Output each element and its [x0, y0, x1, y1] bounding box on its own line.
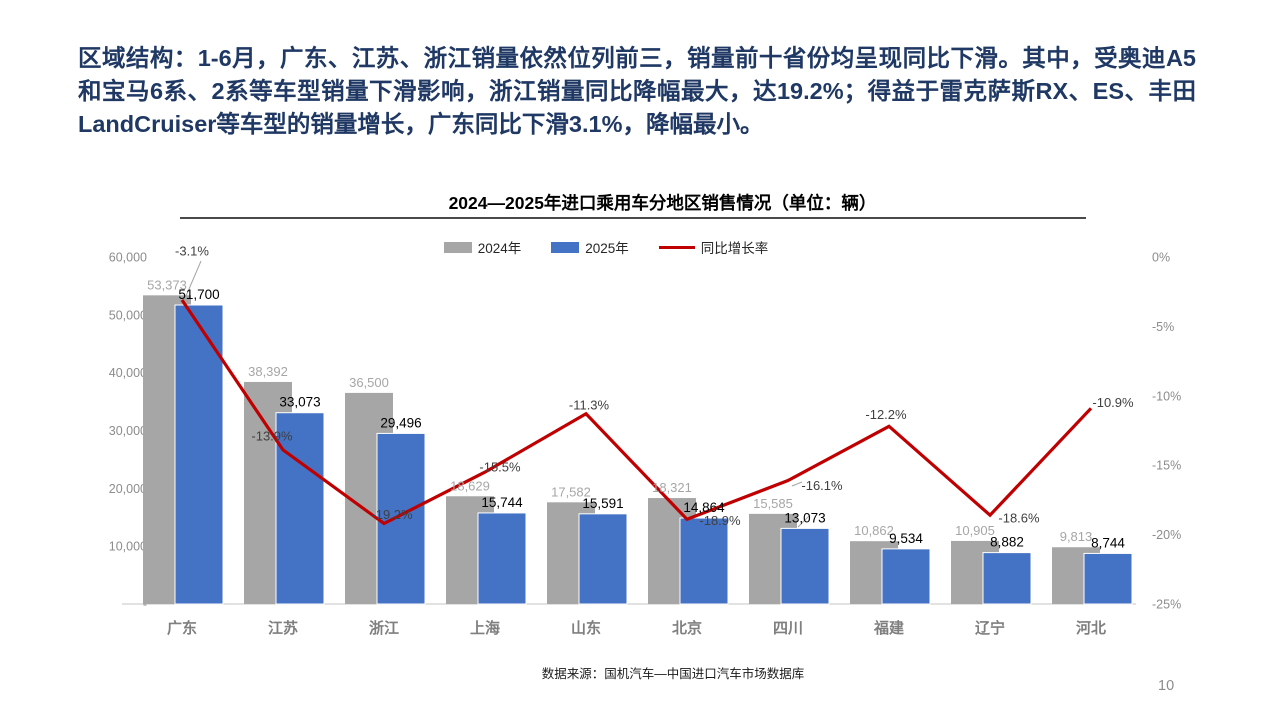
chart-title: 2024—2025年进口乘用车分地区销售情况（单位：辆） [448, 193, 877, 213]
leader-line-2 [791, 481, 803, 487]
bar-2025-北京 [679, 517, 729, 605]
y2-axis-tick-0: 0% [1152, 251, 1170, 265]
slide-summary-text: 区域结构：1-6月，广东、江苏、浙江销量依然位列前三，销量前十省份均呈现同比下滑… [78, 45, 1196, 137]
growth-label-北京: -18.9% [699, 513, 741, 528]
y-axis-tick-0: 60,000 [109, 251, 147, 265]
bar-2025-山东 [578, 513, 628, 605]
growth-label-浙江: -19.2% [371, 507, 413, 522]
growth-label-辽宁: -18.6% [998, 511, 1040, 526]
category-label-9: 河北 [1076, 619, 1106, 637]
category-label-4: 山东 [571, 619, 601, 637]
y2-axis-tick-4: -20% [1152, 528, 1181, 542]
chart-legend: 2024年 2025年 同比增长率 [0, 237, 1212, 257]
legend-label-growth: 同比增长率 [700, 241, 769, 256]
y-axis-tick-4: 20,000 [109, 482, 147, 496]
category-label-0: 广东 [167, 619, 197, 637]
bar-2025-广东 [174, 304, 224, 605]
value-label-2024-江苏: 38,392 [248, 364, 288, 379]
growth-rate-line [180, 299, 1093, 526]
leader-line-1 [797, 514, 811, 528]
value-label-2025-浙江: 29,496 [380, 415, 421, 430]
bar-2025-浙江 [376, 432, 426, 605]
growth-label-河北: -10.9% [1092, 395, 1134, 410]
y2-axis-tick-2: -10% [1152, 389, 1181, 403]
category-label-2: 浙江 [369, 619, 399, 637]
value-label-2025-福建: 9,534 [889, 531, 923, 546]
growth-label-江苏: -13.9% [251, 428, 293, 443]
bar-2025-上海 [477, 512, 527, 605]
value-label-2024-上海: 18,629 [450, 478, 490, 493]
value-label-2025-四川: 13,073 [784, 510, 825, 525]
y2-axis-tick-1: -5% [1152, 320, 1174, 334]
value-label-2024-浙江: 36,500 [349, 375, 389, 390]
category-label-7: 福建 [873, 619, 905, 637]
growth-label-上海: -15.5% [479, 460, 521, 475]
y-axis-tick-3: 30,000 [109, 424, 147, 438]
growth-label-四川: -16.1% [801, 478, 843, 493]
bar-2025-四川 [780, 527, 830, 605]
value-label-2025-河北: 8,744 [1091, 535, 1125, 550]
legend-item-2025: 2025年 [551, 237, 629, 257]
title-underline [180, 217, 1086, 219]
legend-item-growth: 同比增长率 [658, 237, 769, 257]
growth-label-福建: -12.2% [865, 407, 907, 422]
value-label-2025-北京: 14,864 [683, 500, 725, 515]
legend-item-2024: 2024年 [443, 237, 522, 257]
sales-chart-plot: 60,000 50,000 40,000 30,000 20,000 10,000 - 0% -… [109, 244, 1181, 637]
legend-swatch-2025-icon [551, 241, 580, 253]
value-label-2024-四川: 15,585 [753, 496, 793, 511]
legend-line-swatch-icon [658, 245, 695, 249]
y-axis-tick-5: 10,000 [109, 540, 147, 554]
legend-label-2025: 2025年 [585, 241, 629, 256]
bar-2025-河北 [1083, 552, 1133, 605]
value-label-2025-上海: 15,744 [481, 495, 523, 510]
growth-label-广东: -3.1% [175, 244, 209, 259]
y-axis-tick-1: 50,000 [109, 308, 147, 322]
value-label-2024-北京: 18,321 [652, 480, 692, 495]
y-axis-tick-6: - [143, 598, 147, 612]
category-label-3: 上海 [470, 619, 500, 637]
value-label-2025-山东: 15,591 [582, 496, 623, 511]
category-label-6: 四川 [773, 620, 803, 637]
bar-2025-辽宁 [982, 552, 1032, 605]
leader-line-0 [185, 260, 202, 297]
legend-swatch-2024-icon [443, 241, 472, 253]
legend-label-2024: 2024年 [477, 241, 522, 256]
value-label-2025-辽宁: 8,882 [990, 535, 1024, 550]
value-label-2025-广东: 51,700 [178, 287, 219, 302]
category-label-1: 江苏 [268, 619, 298, 637]
bar-2025-福建 [881, 548, 931, 605]
y-axis-tick-2: 40,000 [109, 366, 147, 380]
y2-axis-tick-3: -15% [1152, 459, 1181, 473]
value-label-2024-山东: 17,582 [551, 484, 591, 499]
value-label-2024-辽宁: 10,905 [955, 523, 995, 538]
category-label-8: 辽宁 [975, 619, 1005, 637]
value-label-2024-河北: 9,813 [1060, 529, 1093, 544]
value-label-2024-广东: 53,373 [147, 277, 187, 292]
bar-2025-江苏 [275, 412, 325, 605]
growth-label-山东: -11.3% [569, 397, 610, 412]
value-label-2024-福建: 10,862 [854, 523, 894, 538]
y2-axis-tick-5: -25% [1152, 598, 1181, 612]
page-number: 10 [1158, 678, 1175, 694]
source-note: 数据来源：国机汽车—中国进口汽车市场数据库 [541, 667, 805, 681]
value-label-2025-江苏: 33,073 [279, 395, 320, 410]
category-label-5: 北京 [672, 619, 702, 637]
